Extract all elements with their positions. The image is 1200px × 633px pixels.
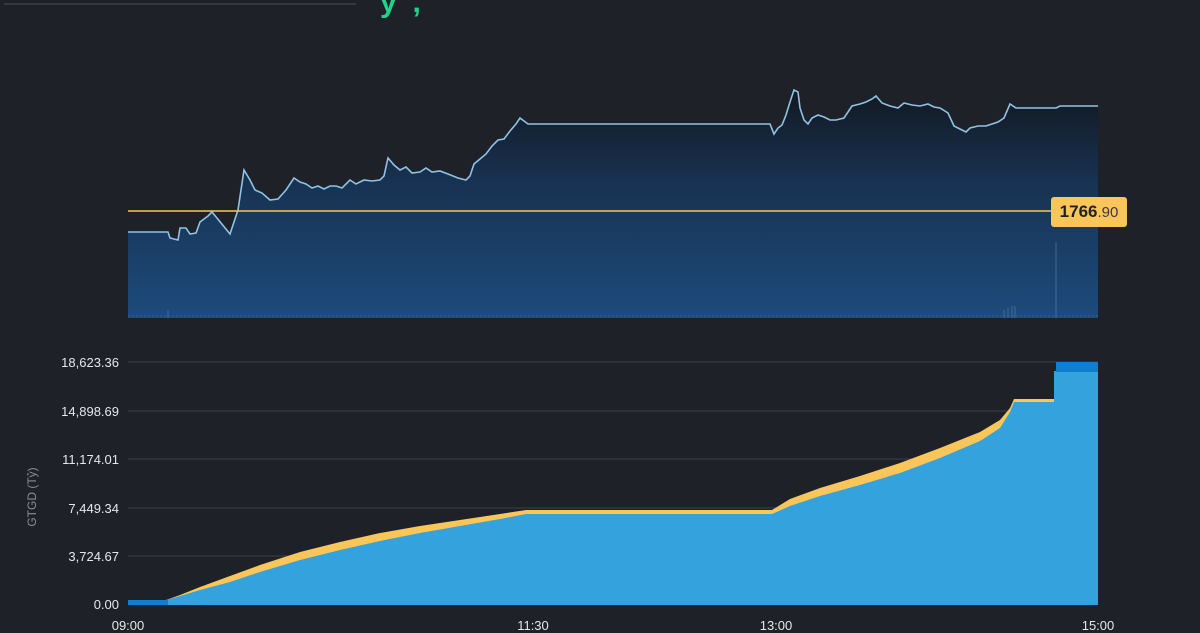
reference-price-dec: .90 [1097,203,1119,221]
x-tick-label: 11:30 [517,618,549,633]
y-tick-label: 14,898.69 [61,404,119,419]
value-area-dark-blue-start [128,600,168,605]
y-tick-label: 0.00 [93,597,119,612]
x-tick-label: 09:00 [111,618,145,633]
value-area-blue [128,371,1098,605]
reference-price-int: 1766 [1059,202,1098,221]
price-line [128,88,1098,241]
y-tick-label: 3,724.67 [68,549,119,564]
price-area [128,90,1098,318]
top-divider [4,3,356,5]
x-tick-label: 15:00 [1081,618,1115,633]
y-tick-label: 11,174.01 [62,452,119,467]
page-title-fragment: y, [380,0,439,19]
value-area-dark-blue-top [1056,362,1098,372]
x-tick-label: 13:00 [759,618,793,633]
y-axis-title: GTGD (Tỷ) [25,467,39,527]
reference-price-badge: 1766.90 [1051,197,1127,227]
y-tick-label: 18,623.36 [61,355,119,370]
y-tick-label: 7,449.34 [68,501,119,516]
